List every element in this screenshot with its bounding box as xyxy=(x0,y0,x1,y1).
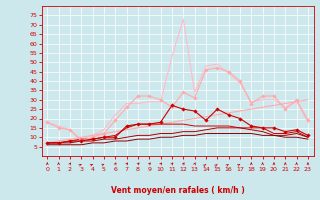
X-axis label: Vent moyen/en rafales ( km/h ): Vent moyen/en rafales ( km/h ) xyxy=(111,186,244,195)
